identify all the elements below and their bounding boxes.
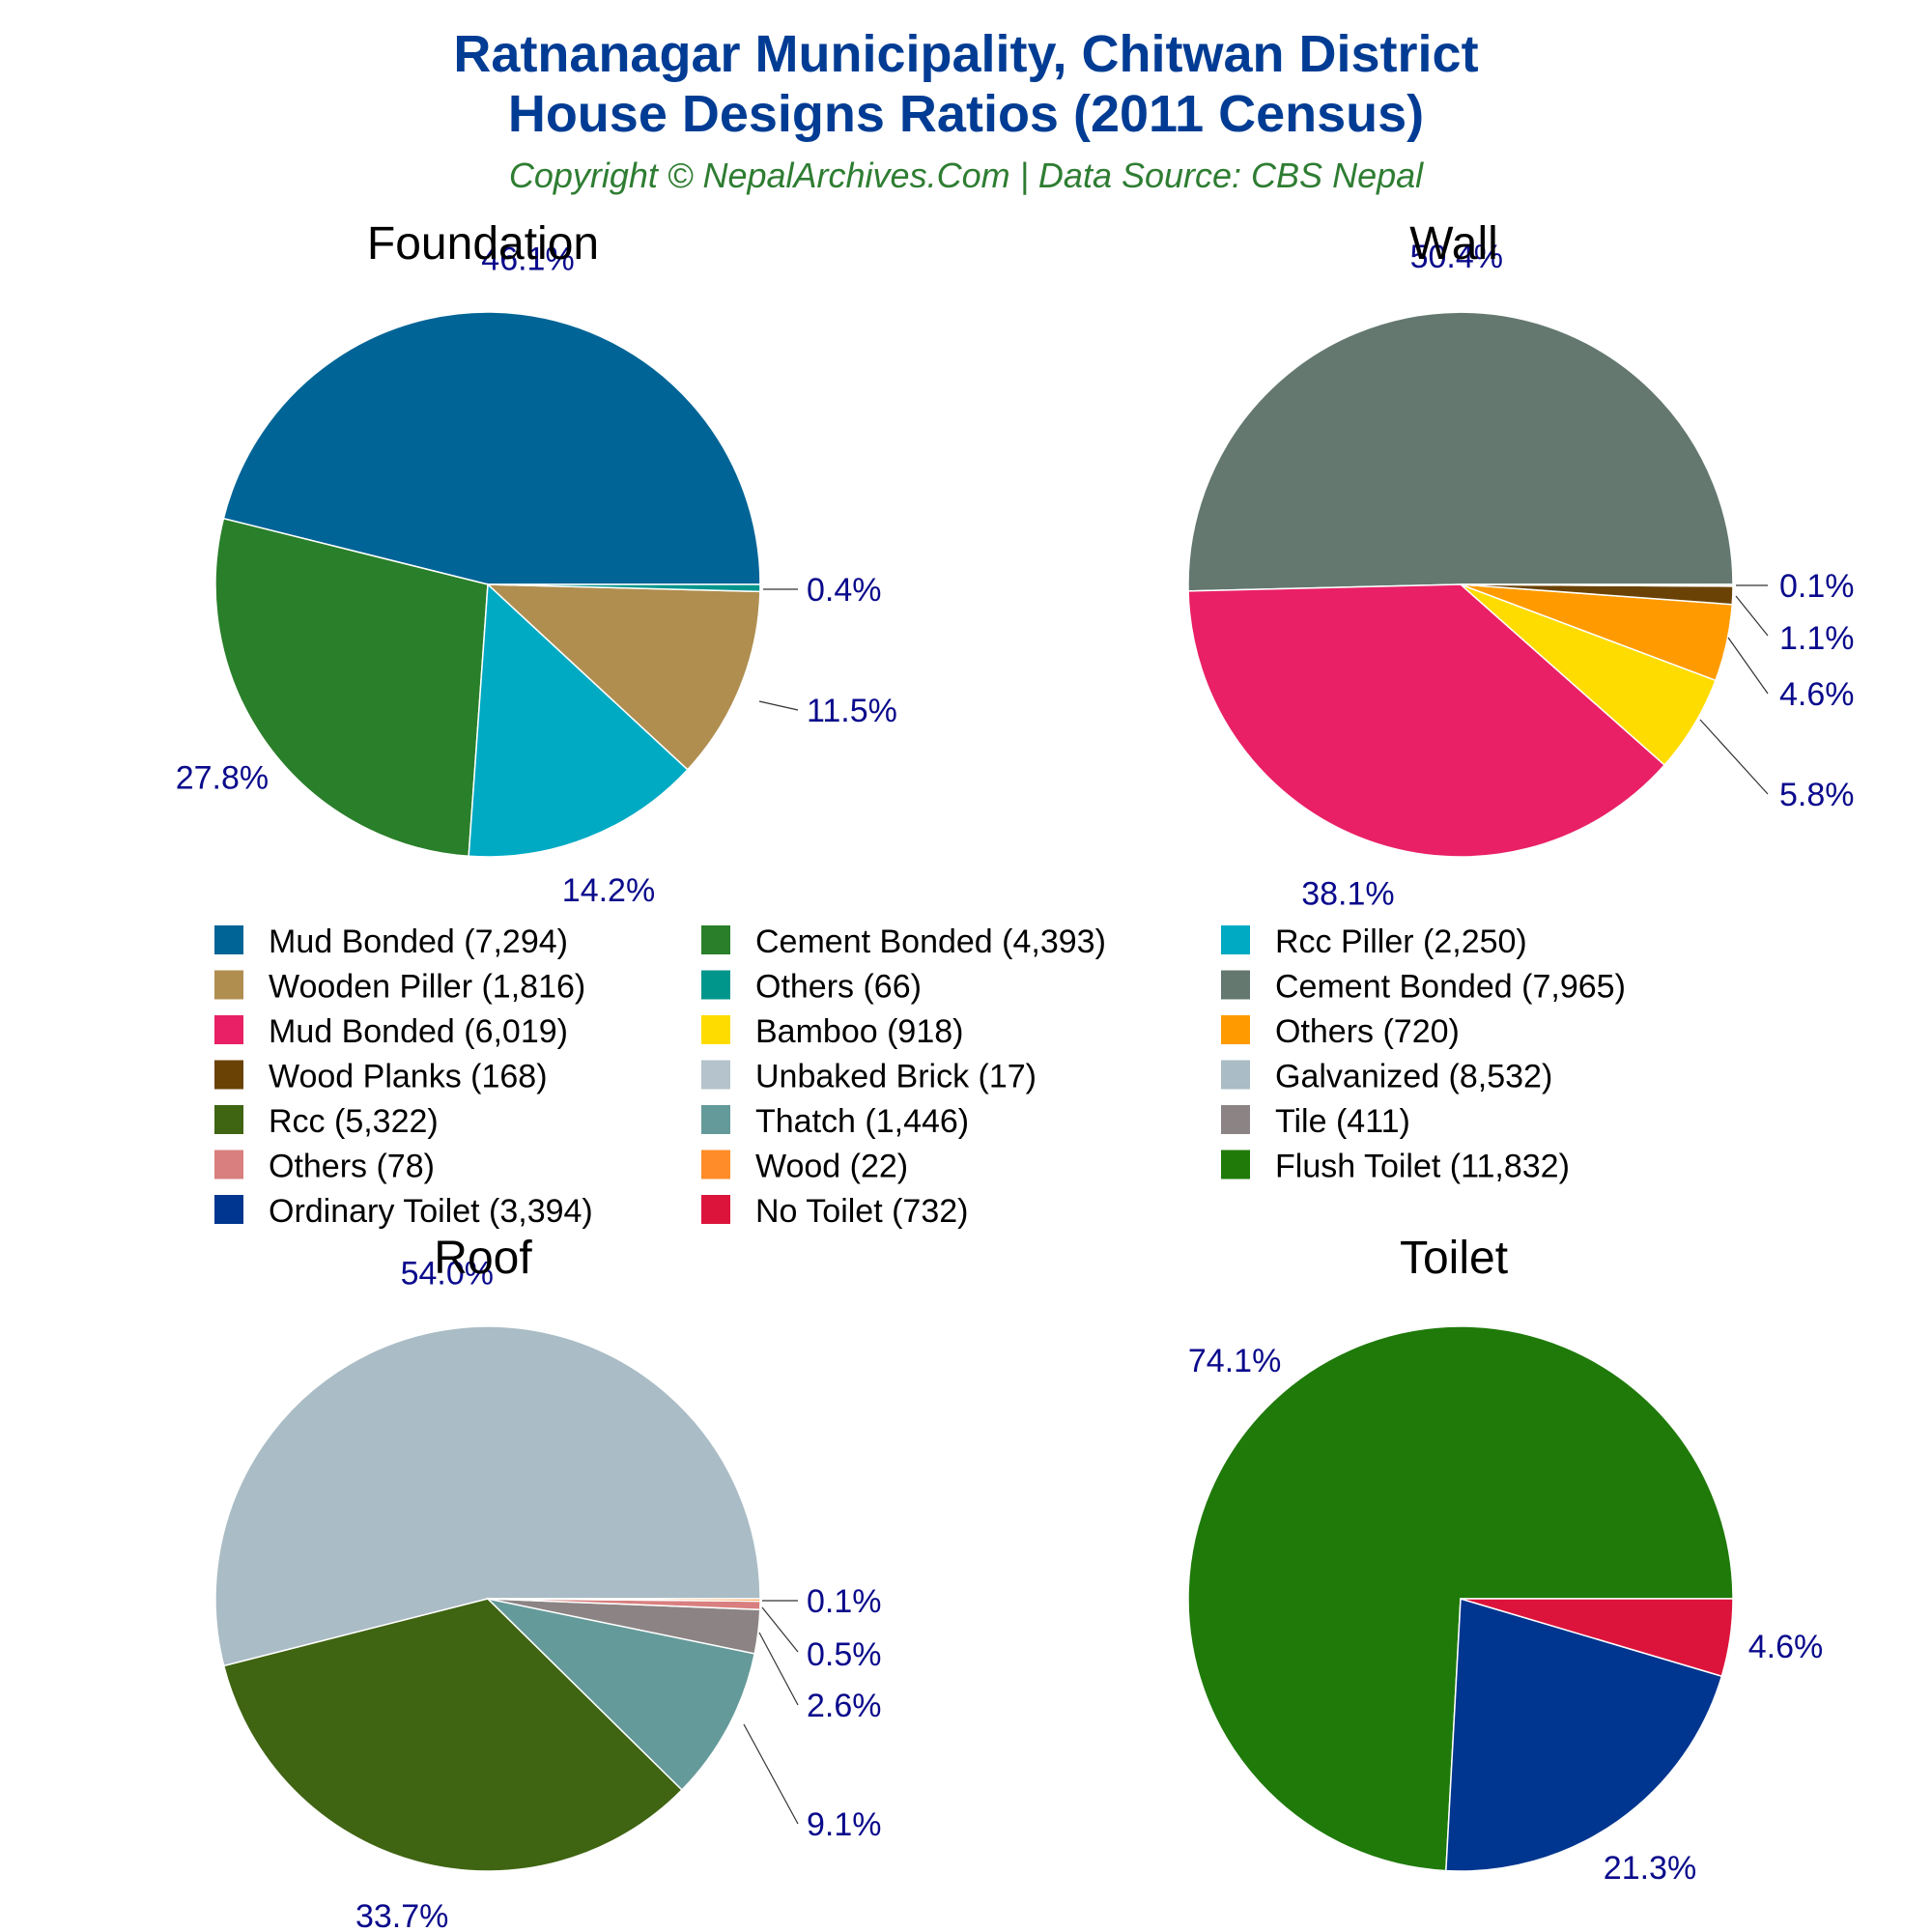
pie-leader-line-foundation-3 bbox=[758, 700, 799, 711]
pie-pct-label-foundation-3: 11.5% bbox=[807, 693, 897, 729]
legend-label-5: Cement Bonded (7,965) bbox=[1275, 969, 1626, 1006]
pie-leader-line-roof-2 bbox=[743, 1723, 799, 1825]
legend-label-9: Wood Planks (168) bbox=[269, 1059, 548, 1095]
pie-pct-label-foundation-2: 14.2% bbox=[562, 872, 655, 909]
legend-label-18: Ordinary Toilet (3,394) bbox=[269, 1193, 593, 1230]
pie-pct-label-wall-5: 0.1% bbox=[1779, 568, 1855, 605]
pie-wall: 50.4% 38.1% 5.8% 4.6% 1.1% 0.1% Wall bbox=[1187, 218, 1855, 912]
pie-slice-roof-5 bbox=[487, 1598, 761, 1603]
pie-pct-label-wall-3: 4.6% bbox=[1779, 676, 1855, 713]
legend-label-15: Others (78) bbox=[269, 1149, 435, 1185]
legend-swatch-5 bbox=[1221, 970, 1250, 1000]
pie-pct-label-toilet-1: 21.3% bbox=[1604, 1850, 1696, 1887]
legend-label-11: Galvanized (8,532) bbox=[1275, 1059, 1552, 1095]
pie-roof: 54.0% 33.7% 9.1% 2.6% 0.5% 0.1% Roof bbox=[214, 1233, 882, 1932]
legend-label-16: Wood (22) bbox=[755, 1149, 908, 1185]
legend-label-14: Tile (411) bbox=[1275, 1103, 1410, 1140]
pie-pct-label-foundation-4: 0.4% bbox=[807, 572, 882, 609]
pie-foundation: 46.1% 27.8% 14.2% 11.5% 0.4% Foundation bbox=[176, 218, 897, 909]
pie-slice-foundation-0 bbox=[222, 311, 761, 585]
pie-pct-label-roof-2: 9.1% bbox=[807, 1806, 882, 1843]
legend-swatch-8 bbox=[1221, 1015, 1250, 1044]
chart-title-line1: Ratnanagar Municipality, Chitwan Distric… bbox=[453, 25, 1478, 83]
pie-leader-line-wall-4 bbox=[1735, 595, 1769, 637]
legend-swatch-3 bbox=[214, 970, 243, 1000]
chart-subtitle: Copyright © NepalArchives.Com | Data Sou… bbox=[509, 156, 1424, 195]
pie-title-foundation: Foundation bbox=[367, 218, 599, 270]
legend-swatch-4 bbox=[701, 970, 730, 1000]
legend-swatch-13 bbox=[701, 1105, 730, 1134]
legend-swatch-9 bbox=[214, 1060, 243, 1090]
legend-label-12: Rcc (5,322) bbox=[269, 1103, 439, 1140]
pie-slice-wall-5 bbox=[1460, 583, 1734, 587]
pie-slice-roof-0 bbox=[214, 1325, 761, 1667]
legend-label-8: Others (720) bbox=[1275, 1013, 1460, 1050]
legend-label-7: Bamboo (918) bbox=[755, 1013, 963, 1050]
pie-pct-label-wall-4: 1.1% bbox=[1779, 620, 1855, 657]
legend-label-6: Mud Bonded (6,019) bbox=[269, 1013, 568, 1050]
pie-pct-label-roof-1: 33.7% bbox=[355, 1898, 448, 1932]
pie-pct-label-wall-1: 38.1% bbox=[1301, 875, 1394, 912]
pie-toilet: 74.1% 21.3% 4.6% Toilet bbox=[1187, 1233, 1824, 1887]
pie-pct-label-foundation-1: 27.8% bbox=[176, 760, 269, 797]
pie-slice-foundation-4 bbox=[487, 583, 761, 593]
legend-label-0: Mud Bonded (7,294) bbox=[269, 923, 568, 960]
legend-swatch-10 bbox=[701, 1060, 730, 1090]
legend-swatch-1 bbox=[701, 925, 730, 954]
pie-leader-line-wall-3 bbox=[1727, 637, 1769, 695]
legend-label-4: Others (66) bbox=[755, 969, 922, 1006]
pie-slice-wall-0 bbox=[1187, 311, 1734, 592]
pie-slice-toilet-1 bbox=[1445, 1598, 1723, 1872]
pie-slice-foundation-2 bbox=[468, 582, 689, 858]
legend-swatch-7 bbox=[701, 1015, 730, 1044]
pie-pct-label-toilet-2: 4.6% bbox=[1748, 1629, 1824, 1665]
pie-slice-foundation-1 bbox=[214, 517, 489, 858]
pie-pct-label-toilet-0: 74.1% bbox=[1188, 1343, 1281, 1379]
pie-leader-line-roof-4 bbox=[761, 1606, 799, 1653]
pie-pct-label-roof-5: 0.1% bbox=[807, 1583, 882, 1620]
legend-swatch-2 bbox=[1221, 925, 1250, 954]
legend-swatch-0 bbox=[214, 925, 243, 954]
pie-slice-toilet-2 bbox=[1460, 1598, 1734, 1678]
legend: Mud Bonded (7,294) Cement Bonded (4,393) R… bbox=[214, 923, 1626, 1230]
legend-label-19: No Toilet (732) bbox=[755, 1193, 969, 1230]
pie-title-toilet: Toilet bbox=[1400, 1233, 1508, 1284]
pie-slice-wall-1 bbox=[1187, 583, 1666, 858]
legend-swatch-18 bbox=[214, 1195, 243, 1224]
pie-pct-label-roof-0: 54.0% bbox=[401, 1256, 494, 1293]
pie-title-roof: Roof bbox=[434, 1233, 532, 1284]
legend-swatch-11 bbox=[1221, 1060, 1250, 1090]
legend-swatch-14 bbox=[1221, 1105, 1250, 1134]
pie-pct-label-roof-3: 2.6% bbox=[807, 1688, 882, 1724]
legend-label-17: Flush Toilet (11,832) bbox=[1275, 1149, 1570, 1185]
pie-pct-label-wall-0: 50.4% bbox=[1410, 239, 1503, 275]
legend-label-2: Rcc Piller (2,250) bbox=[1275, 923, 1527, 960]
pie-pct-label-foundation-0: 46.1% bbox=[481, 242, 574, 278]
legend-swatch-6 bbox=[214, 1015, 243, 1044]
pie-slice-roof-1 bbox=[222, 1598, 683, 1872]
pie-pct-label-roof-4: 0.5% bbox=[807, 1636, 882, 1673]
chart-title-line2: House Designs Ratios (2011 Census) bbox=[508, 85, 1424, 143]
legend-label-13: Thatch (1,446) bbox=[755, 1103, 969, 1140]
legend-swatch-17 bbox=[1221, 1150, 1250, 1179]
pie-leader-line-roof-3 bbox=[758, 1632, 799, 1706]
pie-slice-roof-2 bbox=[485, 1597, 756, 1791]
legend-swatch-16 bbox=[701, 1150, 730, 1179]
pie-slice-foundation-3 bbox=[486, 583, 761, 771]
pie-title-wall: Wall bbox=[1409, 218, 1498, 270]
legend-label-1: Cement Bonded (4,393) bbox=[755, 923, 1106, 960]
pie-pct-label-wall-2: 5.8% bbox=[1779, 777, 1855, 813]
legend-swatch-19 bbox=[701, 1195, 730, 1224]
legend-swatch-15 bbox=[214, 1150, 243, 1179]
legend-label-10: Unbaked Brick (17) bbox=[755, 1059, 1037, 1095]
legend-label-3: Wooden Piller (1,816) bbox=[269, 969, 585, 1006]
legend-swatch-12 bbox=[214, 1105, 243, 1134]
pie-leader-line-wall-2 bbox=[1699, 719, 1769, 795]
